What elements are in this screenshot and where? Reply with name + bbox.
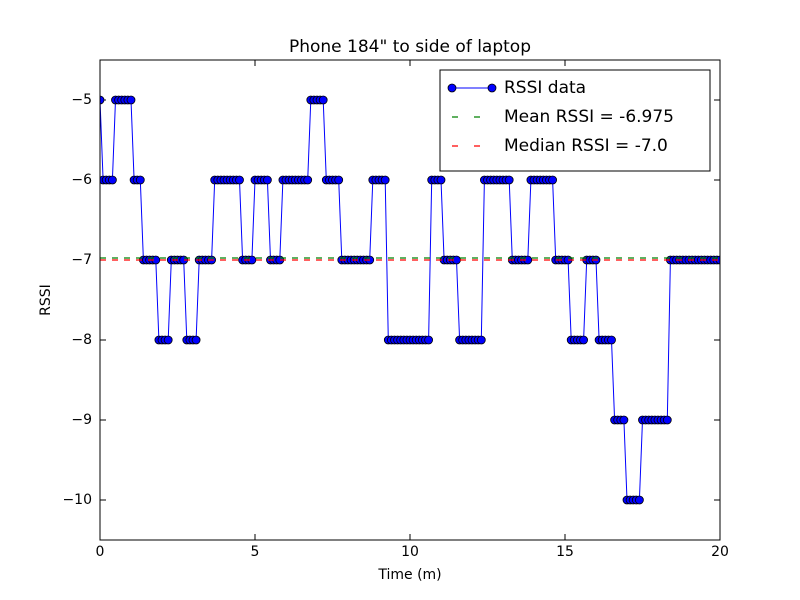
y-tick-label: −5 — [71, 92, 92, 108]
data-point — [334, 175, 344, 185]
data-point — [191, 335, 201, 345]
data-point — [635, 495, 644, 505]
x-tick-label: 15 — [556, 544, 574, 560]
y-tick-label: −7 — [71, 252, 92, 268]
data-point — [262, 175, 272, 185]
y-axis-label: RSSI — [38, 284, 54, 316]
data-point — [126, 95, 136, 105]
legend-marker — [447, 83, 457, 93]
x-tick-label: 10 — [401, 544, 419, 560]
data-point — [436, 175, 446, 185]
x-tick-label: 5 — [251, 544, 260, 560]
data-point — [548, 175, 557, 185]
data-point — [135, 175, 145, 185]
legend: RSSI data Mean RSSI = -6.975 Median RSSI =… — [439, 69, 711, 172]
x-tick-label: 0 — [96, 544, 105, 560]
data-point — [476, 335, 486, 345]
data-point — [619, 415, 629, 425]
data-point — [303, 175, 313, 185]
legend-label: RSSI data — [504, 78, 586, 98]
data-point — [504, 175, 514, 185]
plot-frame — [99, 59, 721, 541]
data-point — [607, 335, 616, 345]
data-point — [579, 335, 588, 345]
data-point — [235, 175, 244, 185]
legend-box — [439, 69, 711, 172]
legend-marker — [487, 83, 497, 93]
data-point — [108, 175, 117, 185]
y-tick-label: −8 — [71, 332, 92, 348]
data-point — [100, 95, 105, 105]
y-tick-label: −6 — [71, 172, 92, 188]
legend-label: Median RSSI = -7.0 — [504, 136, 668, 156]
legend-label: Mean RSSI = -6.975 — [504, 107, 674, 127]
y-tick-label: −10 — [62, 492, 92, 508]
y-tick-label: −9 — [71, 412, 92, 428]
data-point — [380, 175, 390, 185]
data-point — [163, 335, 173, 345]
plot-area — [100, 95, 720, 505]
chart-title: Phone 184" to side of laptop — [289, 37, 531, 57]
data-point — [318, 95, 328, 105]
data-point — [662, 415, 672, 425]
x-axis-label: Time (m) — [377, 567, 441, 583]
data-point — [424, 335, 434, 345]
x-tick-label: 20 — [711, 544, 729, 560]
